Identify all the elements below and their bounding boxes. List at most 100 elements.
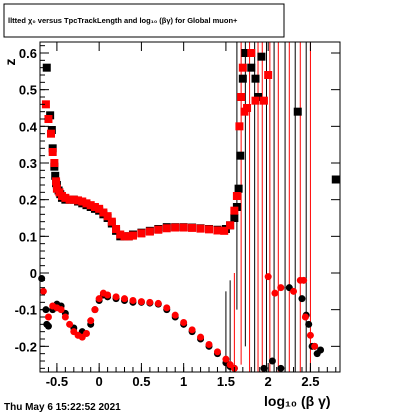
data-point-circle	[61, 313, 69, 321]
y-tick-label: -0.1	[15, 303, 37, 318]
data-point-square	[50, 159, 59, 167]
data-point-square	[95, 204, 104, 213]
data-point-square	[145, 227, 154, 236]
y-tick-label: 0	[30, 266, 37, 281]
data-point-square	[61, 193, 70, 202]
data-point-circle	[137, 298, 145, 306]
data-point-square	[65, 195, 74, 204]
data-point-square	[188, 223, 197, 232]
data-point-circle	[305, 320, 313, 328]
data-point-square	[251, 74, 260, 83]
x-tick-label: 2.5	[301, 374, 319, 389]
data-point-square	[205, 225, 214, 234]
data-point-square	[120, 232, 129, 241]
data-point-square	[238, 74, 247, 83]
data-point-square	[107, 217, 116, 226]
y-tick-label: 0.4	[19, 119, 38, 134]
data-point-square	[48, 148, 57, 156]
data-point-square	[137, 229, 146, 238]
data-point-circle	[146, 298, 154, 306]
data-point-circle	[268, 357, 276, 365]
data-point-circle	[44, 322, 52, 330]
data-point-square	[82, 199, 91, 208]
y-tick-label: 0.6	[19, 46, 37, 61]
data-point-circle	[39, 287, 47, 295]
data-point-square	[124, 232, 133, 241]
data-point-square	[247, 63, 256, 72]
timestamp: Thu May 6 15:22:52 2021	[4, 402, 121, 413]
data-point-square	[235, 122, 244, 131]
axis-ticks	[39, 42, 340, 372]
data-point-square	[238, 63, 247, 72]
data-point-square	[196, 224, 205, 233]
y-tick-label: -0.2	[15, 339, 37, 354]
data-point-square	[51, 171, 60, 180]
data-point-square	[74, 196, 83, 205]
data-point-square	[44, 115, 53, 123]
data-point-circle	[306, 331, 314, 339]
data-point-circle	[277, 284, 285, 292]
y-tick-label: 0.2	[19, 193, 37, 208]
data-point-square	[41, 100, 50, 109]
data-point-square	[243, 104, 252, 112]
data-point-circle	[44, 313, 52, 321]
data-point-circle	[180, 319, 188, 326]
data-point-circle	[57, 306, 65, 314]
data-point-circle	[277, 364, 285, 372]
data-point-square	[230, 206, 239, 215]
error-bars	[225, 42, 311, 372]
data-point-circle	[264, 273, 272, 281]
data-point-square	[232, 192, 241, 200]
data-point-square	[293, 107, 302, 116]
data-point-circle	[91, 306, 99, 314]
data-point-square	[112, 225, 121, 233]
data-point-circle	[95, 295, 103, 303]
x-tick-labels: -0.5 0 0.5 1 1.5 2 2.5	[46, 374, 320, 389]
data-point-square	[247, 49, 256, 57]
y-tick-labels: -0.2 -0.1 0 0.1 0.2 0.3 0.4 0.5 0.6	[15, 46, 38, 354]
data-point-circle	[300, 276, 308, 284]
data-point-circle	[222, 355, 230, 363]
data-point-square	[154, 225, 163, 234]
data-point-circle	[311, 342, 319, 350]
y-tick-label: 0.3	[19, 156, 37, 171]
data-point-square	[103, 212, 112, 221]
data-point-square	[251, 96, 260, 105]
data-point-circle	[171, 311, 179, 319]
data-point-square	[179, 223, 188, 232]
data-point-square	[128, 231, 137, 240]
data-point-circle	[82, 330, 90, 337]
data-point-square	[69, 195, 78, 204]
data-point-circle	[298, 295, 306, 303]
data-point-square	[220, 226, 229, 235]
x-axis-label: log₁₀ (β γ)	[264, 393, 331, 409]
data-point-square	[213, 226, 222, 235]
data-point-square	[90, 203, 99, 211]
data-point-circle	[271, 289, 279, 297]
chart-title: lltted χ₀ versus TpcTrackLength and log₁…	[8, 16, 238, 25]
data-point-circle	[188, 326, 196, 334]
data-point-square	[331, 175, 340, 184]
x-tick-label: 1.5	[217, 374, 235, 389]
data-point-square	[257, 52, 266, 61]
data-point-circle	[205, 341, 213, 348]
data-point-square	[78, 197, 87, 206]
data-point-circle	[121, 295, 129, 303]
data-point-circle	[163, 304, 171, 312]
data-point-square	[116, 230, 125, 239]
data-point-circle	[87, 317, 95, 325]
data-point-circle	[104, 291, 112, 299]
data-point-circle	[317, 346, 325, 354]
title-box	[3, 3, 285, 38]
data-point-square	[234, 184, 243, 193]
data-point-circle	[129, 297, 137, 304]
y-axis-label: z	[2, 59, 18, 66]
x-tick-label: 1	[180, 374, 187, 389]
x-tick-label: -0.5	[46, 374, 68, 389]
data-points	[38, 49, 340, 372]
x-tick-label: 0	[96, 374, 103, 389]
data-point-circle	[66, 320, 74, 328]
data-point-square	[264, 71, 273, 79]
